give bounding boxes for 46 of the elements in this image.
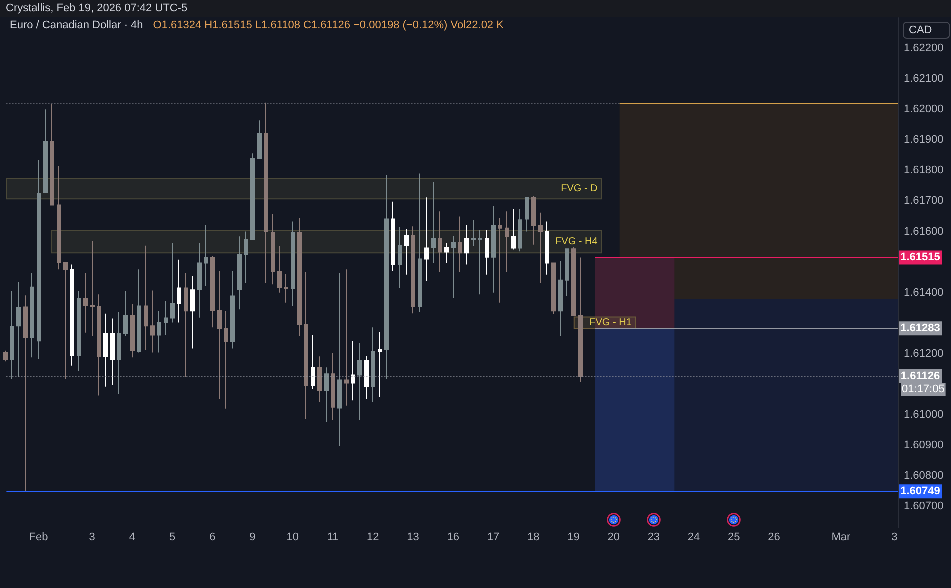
y-tick-label: 1.61800 [904,164,944,177]
x-tick-label: 26 [768,532,780,544]
x-tick-label: 23 [648,532,660,544]
ref-line-label: 1.61283 [900,322,940,335]
ref-line-label: 1.61515 [900,252,940,264]
band-label: FVG - D [561,183,598,194]
y-tick-label: 1.62200 [904,42,944,55]
y-tick-label: 1.62100 [904,73,944,86]
y-tick-label: 1.61200 [904,348,944,360]
band-label: FVG - H1 [590,317,632,328]
x-tick-label: 4 [129,532,136,544]
chart-subtitle: O1.61324 H1.61515 L1.61108 C1.61126 −0.00198 (−0.12%) Vol22.02 K [153,20,505,32]
x-tick-label: 20 [608,532,620,544]
x-tick-label: 24 [688,532,700,544]
y-tick-label: 1.60700 [904,500,944,513]
x-tick-label: Mar [832,532,851,544]
x-tick-label: 13 [407,532,420,544]
x-tick-label: Feb [29,532,48,544]
x-tick-label: 25 [728,532,740,544]
y-tick-label: 1.62000 [904,104,944,116]
x-tick-label: 9 [250,532,256,544]
y-tick-label: 1.60800 [904,470,944,482]
y-tick-label: 1.60900 [904,440,944,452]
text: 01:17:05 [902,384,945,396]
x-tick-label: 6 [210,532,216,544]
x-tick-label: 11 [327,532,339,544]
y-tick-label: 1.61600 [904,226,944,238]
x-tick-label: 3 [892,532,898,544]
y-tick-label: 1.61700 [904,195,944,208]
text: Crystallis, Feb 19, 2026 07:42 UTC-5 [6,2,188,14]
x-tick-label: 17 [487,532,500,544]
x-tick-label: 3 [89,532,96,544]
x-tick-label: 12 [366,532,380,544]
ref-line-label: 1.61126 [900,370,940,383]
x-tick-label: 19 [568,532,580,544]
x-tick-label: 5 [169,532,176,544]
ref-line-label: 1.60749 [900,486,940,498]
x-tick-label: 16 [447,532,460,544]
text: CAD [909,24,932,36]
y-tick-label: 1.61400 [904,286,944,299]
band-label: FVG - H4 [556,236,598,248]
y-tick-label: 1.61000 [904,409,944,422]
x-tick-label: 18 [527,532,540,544]
chart-title: Euro / Canadian Dollar · 4h [10,20,144,32]
y-tick-label: 1.61900 [904,134,944,146]
x-tick-label: 10 [286,532,299,544]
